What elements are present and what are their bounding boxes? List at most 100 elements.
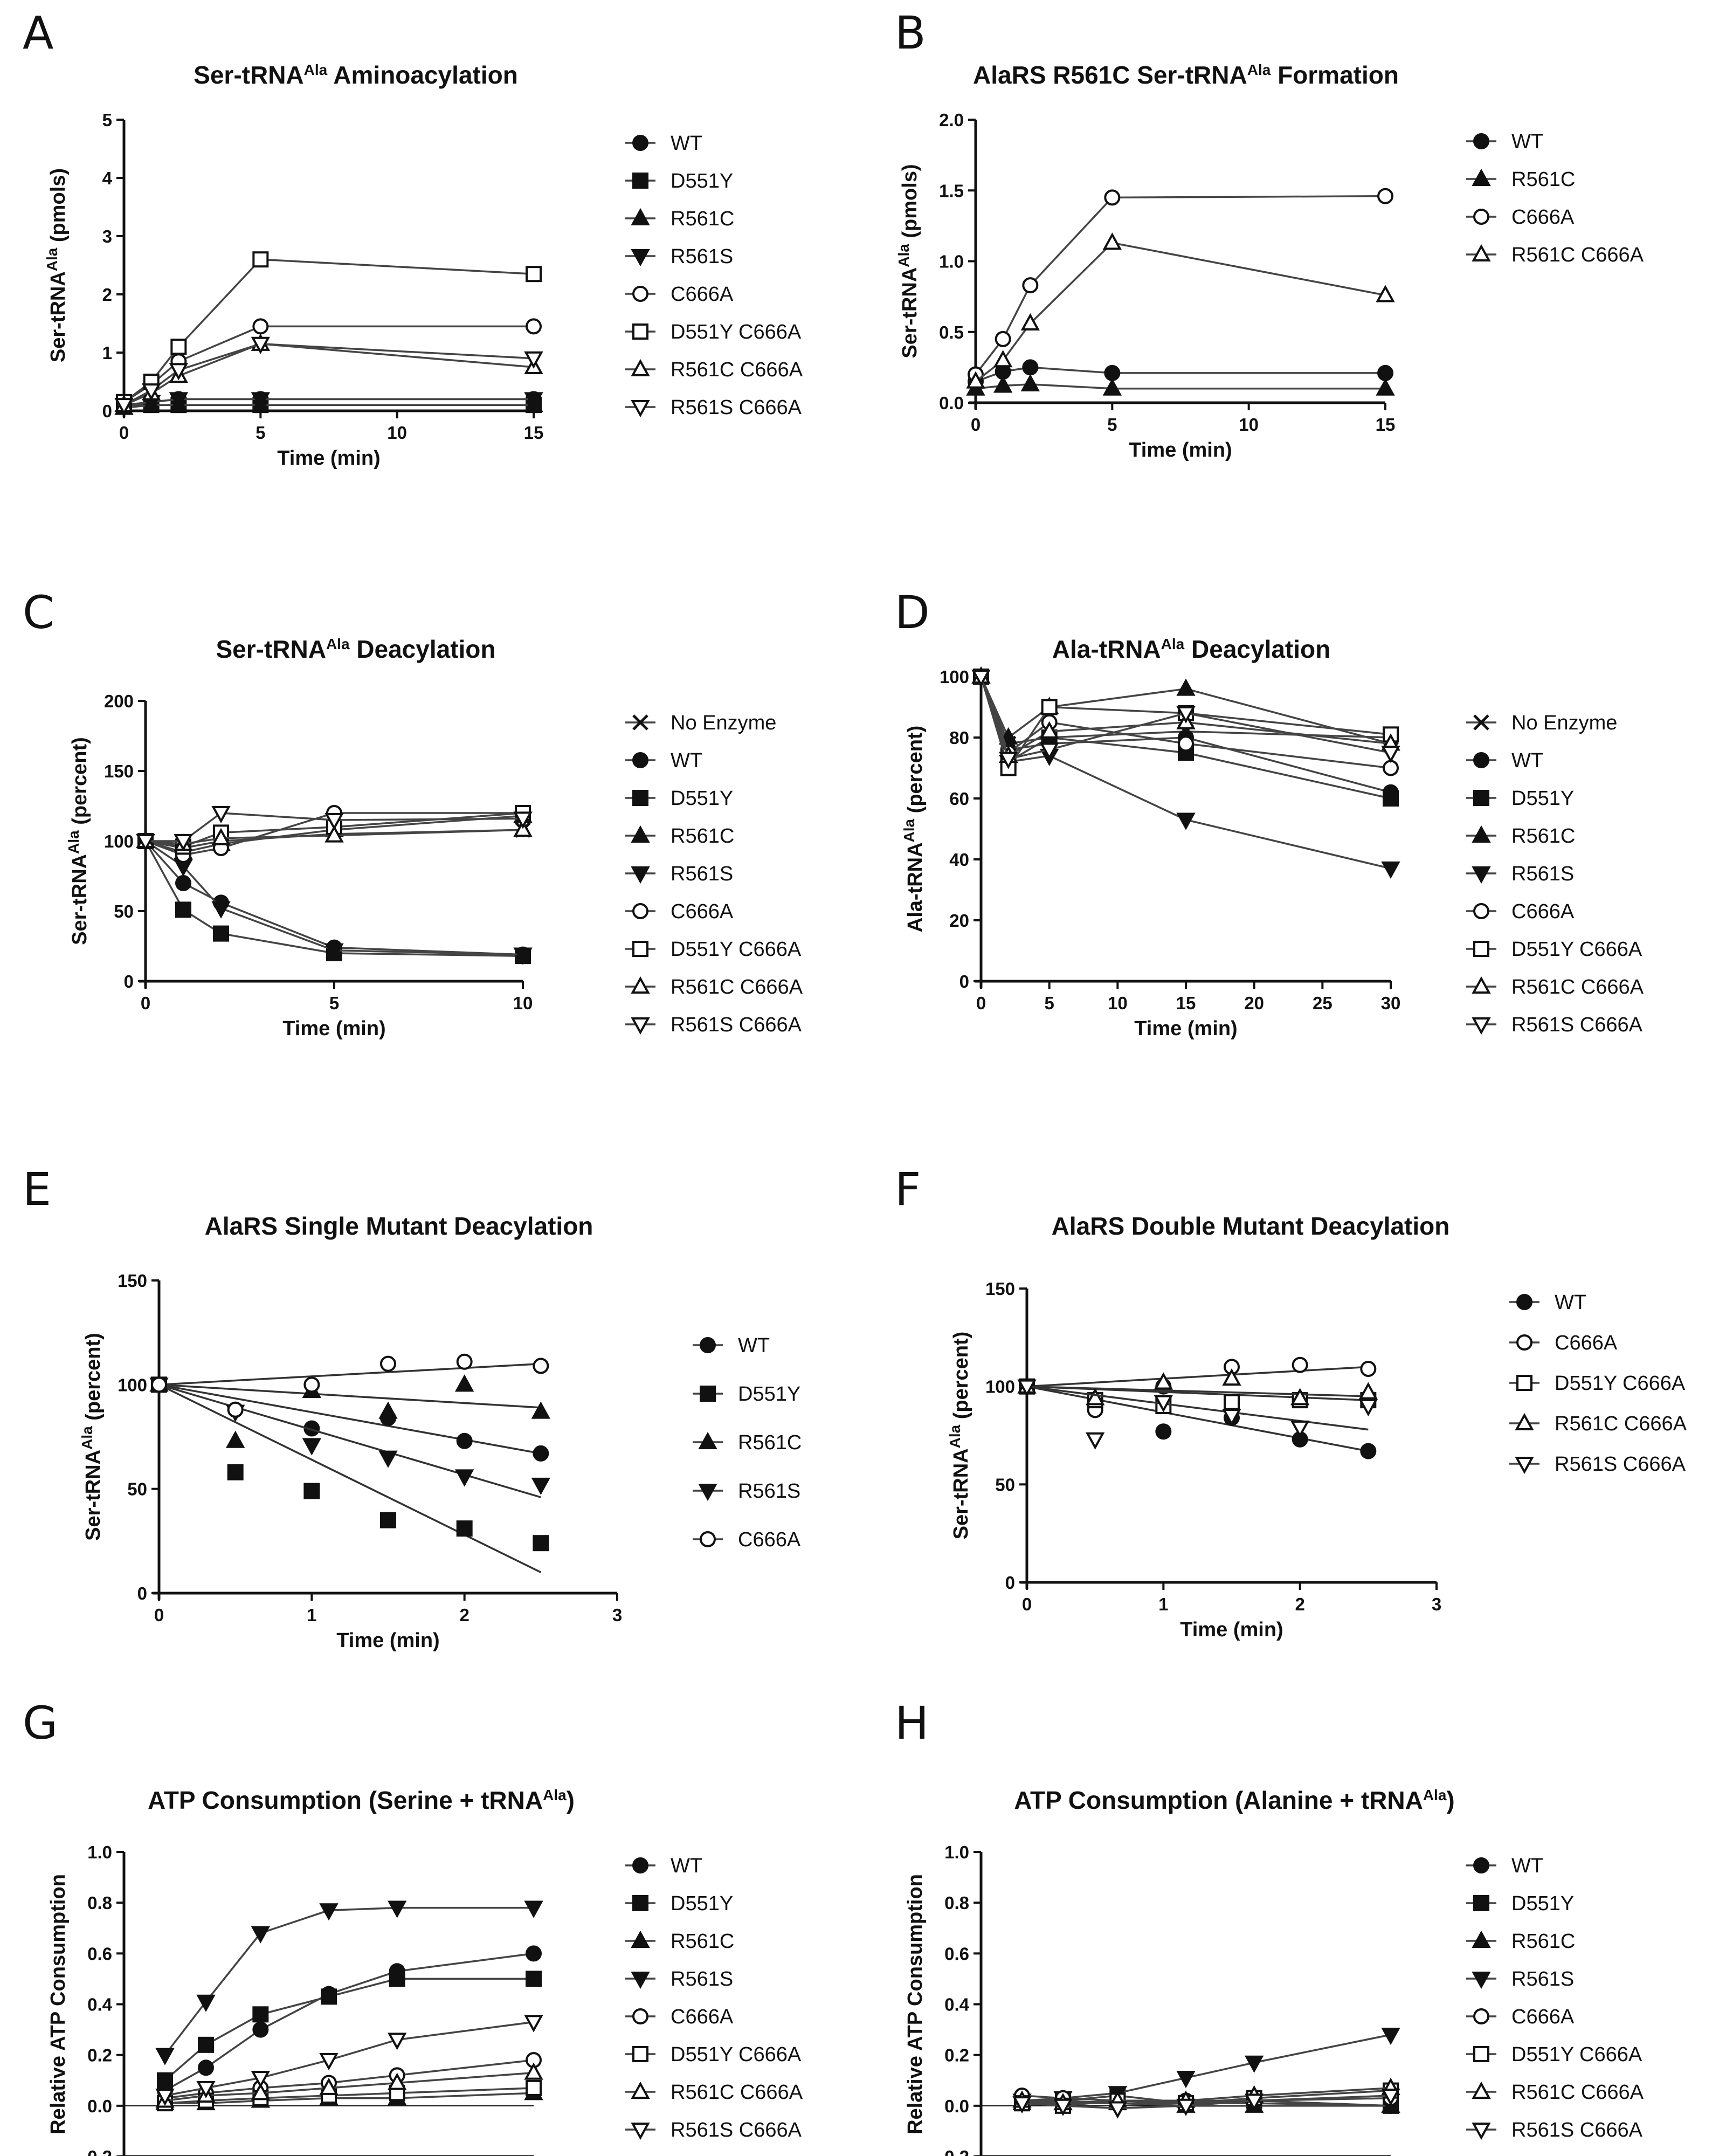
data-point: [1104, 364, 1121, 381]
data-point: [524, 392, 543, 410]
legend-marker: [1473, 714, 1489, 731]
data-point: [456, 1432, 473, 1449]
legend-entry: D551Y: [693, 1383, 800, 1406]
legend-marker: [1472, 976, 1491, 994]
legend-label: R561S: [671, 245, 733, 268]
panel-label: H: [895, 1697, 929, 1749]
data-point: [321, 1988, 337, 2005]
fit-line: [158, 1383, 542, 1573]
legend-marker: [632, 286, 648, 302]
legend-entry: No Enzyme: [1466, 712, 1617, 734]
legend-entry: WT: [693, 1334, 770, 1357]
fit-line: [1026, 1385, 1369, 1397]
fit-line: [1026, 1366, 1369, 1388]
data-point: [513, 811, 533, 829]
legend-label: No Enzyme: [671, 712, 776, 734]
chart-title: Ser-tRNAAla Aminoacylation: [194, 61, 518, 89]
chart-title: ATP Consumption (Alanine + tRNAAla): [1014, 1786, 1454, 1814]
legend-entry: R561S: [1466, 1968, 1574, 1990]
legend-label: R561C C666A: [1511, 244, 1644, 266]
x-tick-label: 0: [154, 1605, 164, 1625]
legend-label: D551Y C666A: [671, 321, 802, 343]
data-point: [378, 1450, 398, 1468]
data-point: [456, 1353, 473, 1370]
series-r561c: [966, 374, 1395, 396]
legend-entry: D551Y C666A: [625, 938, 802, 961]
legend-entry: R561C C666A: [625, 976, 803, 998]
data-point: [1041, 699, 1058, 715]
data-point: [155, 2088, 175, 2106]
panel-label: B: [895, 6, 926, 59]
legend-marker: [632, 135, 648, 151]
data-point: [1381, 2027, 1400, 2045]
legend-label: D551Y C666A: [1511, 2043, 1642, 2066]
chart-title: AlaRS Single Mutant Deacylation: [205, 1212, 593, 1240]
legend-entry: C666A: [1466, 900, 1575, 923]
y-tick-label: 100: [985, 1377, 1015, 1397]
data-point: [380, 1355, 396, 1372]
y-tick-label: 0.6: [87, 1944, 112, 1964]
y-tick-label: 0.0: [944, 2096, 969, 2116]
legend-entry: D551Y: [1466, 787, 1574, 810]
legend-marker: [631, 1971, 650, 1989]
fit-line: [1026, 1385, 1369, 1431]
legend-marker: [1473, 1857, 1489, 1873]
legend-label: R561C: [671, 208, 734, 230]
series-r561s: [136, 834, 533, 965]
legend-entry: WT: [1466, 749, 1543, 772]
y-tick-label: 0: [1005, 1573, 1015, 1593]
legend-entry: R561S: [1466, 863, 1574, 885]
legend-marker: [1516, 1294, 1532, 1310]
data-point: [252, 2006, 269, 2023]
legend-marker: [1473, 903, 1489, 919]
data-point: [1104, 189, 1121, 206]
data-point: [169, 363, 189, 381]
data-point: [251, 2070, 271, 2089]
y-tick-label: 1.0: [944, 1842, 969, 1862]
legend-marker: [631, 249, 650, 267]
y-axis-label: Ser-tRNAAla (pmols): [895, 164, 921, 358]
y-tick-label: 50: [995, 1475, 1015, 1494]
legend-label: D551Y C666A: [671, 938, 802, 961]
y-axis-label: Ser-tRNAAla (percent): [79, 1333, 105, 1541]
x-tick-label: 0: [141, 993, 150, 1013]
data-point: [114, 398, 134, 416]
legend-label: R561C C666A: [1511, 976, 1644, 998]
data-point: [998, 752, 1018, 769]
y-axis-label: Relative ATP Consumption: [47, 1874, 70, 2134]
data-point: [1360, 1360, 1377, 1377]
legend-marker: [1473, 790, 1489, 806]
legend-entry: R561S: [625, 863, 733, 885]
x-axis-label: Time (min): [1180, 1618, 1283, 1641]
legend-entry: R561S: [625, 245, 733, 268]
data-point: [169, 392, 189, 410]
legend-label: D551Y: [671, 787, 733, 810]
legend-entry: R561C: [1466, 1930, 1575, 1953]
legend-entry: WT: [625, 1855, 702, 1877]
legend-entry: C666A: [625, 2006, 734, 2028]
legend-label: D551Y C666A: [1555, 1372, 1686, 1395]
y-tick-label: 0.4: [944, 1995, 970, 2015]
y-tick-label: 1: [102, 343, 112, 363]
legend-marker: [1516, 1375, 1532, 1391]
data-point: [1012, 2096, 1032, 2114]
x-tick-label: 2: [1295, 1594, 1304, 1614]
y-tick-label: 4: [102, 168, 113, 188]
data-point: [1085, 1388, 1105, 1406]
legend-label: R561S C666A: [671, 2119, 802, 2141]
data-point: [196, 2081, 216, 2098]
data-point: [252, 251, 269, 268]
y-tick-label: 40: [949, 850, 969, 870]
data-point: [227, 1464, 244, 1480]
y-tick-label: 100: [118, 1375, 147, 1395]
legend-entry: C666A: [625, 283, 734, 306]
panel-D: D Ala-tRNAAla Deacylation 0 20 40 60 80 100 0 5 10…: [895, 586, 1644, 1040]
series-line: [144, 841, 523, 957]
legend-label: WT: [1511, 1855, 1543, 1877]
data-point: [1155, 1423, 1172, 1440]
legend-label: R561S: [1511, 1968, 1574, 1990]
x-tick-label: 1: [307, 1605, 316, 1625]
legend-label: C666A: [671, 2006, 734, 2028]
chart-title: AlaRS Double Mutant Deacylation: [1052, 1212, 1450, 1240]
y-tick-label: 200: [104, 691, 134, 711]
